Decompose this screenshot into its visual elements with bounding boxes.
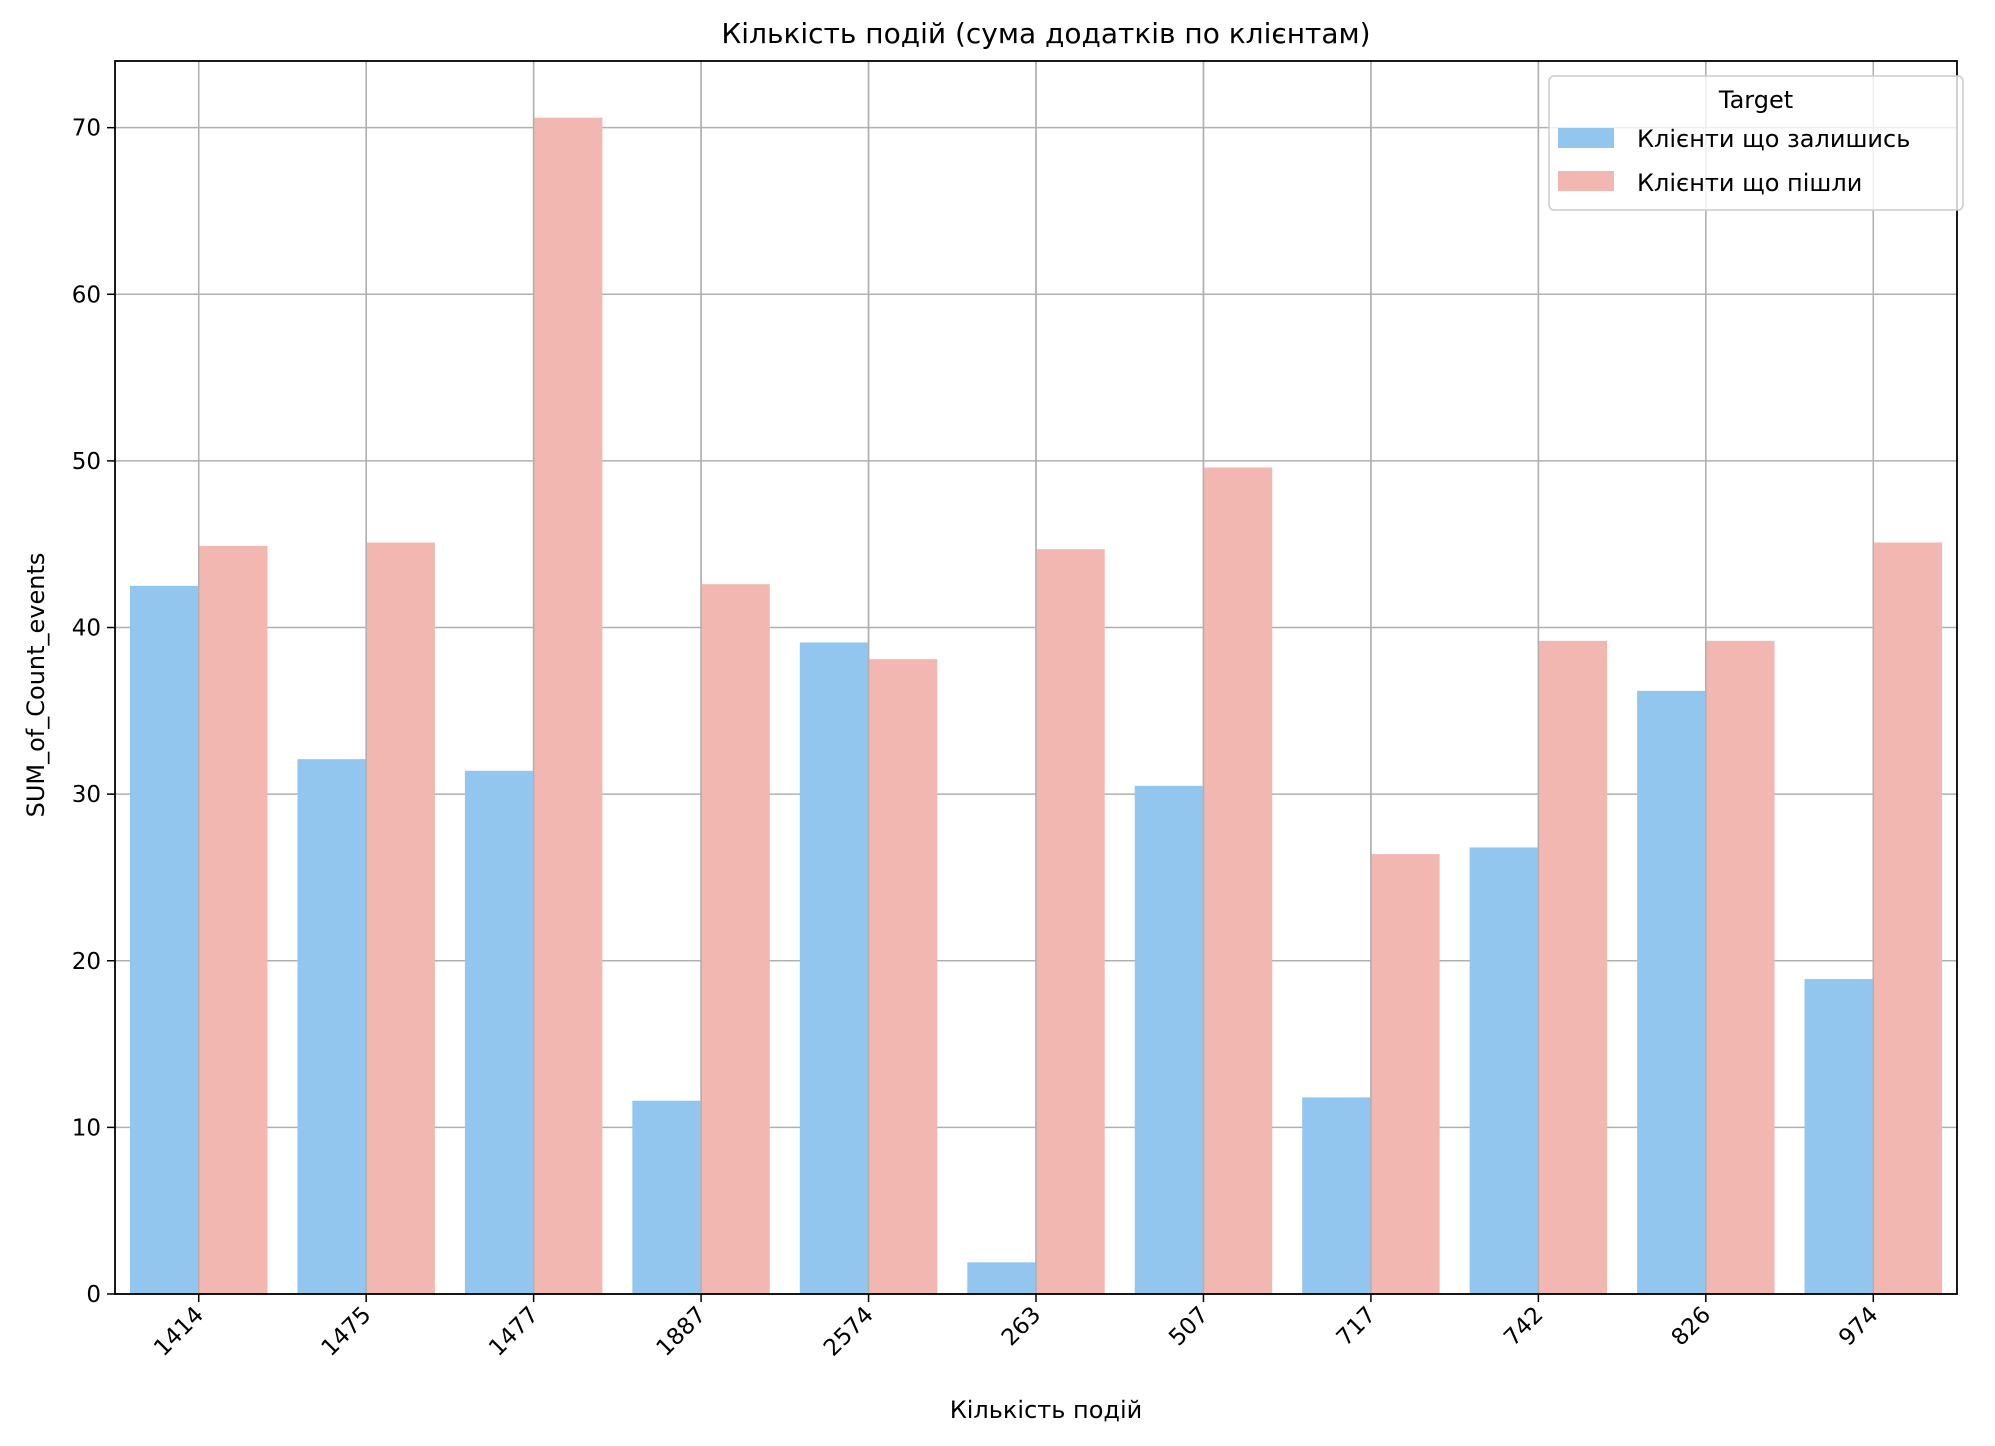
bar-kept-507 <box>1134 785 1204 1294</box>
legend-title: Target <box>1718 86 1793 114</box>
x-tick-label: 263 <box>997 1302 1046 1351</box>
bar-churned-826 <box>1705 640 1775 1294</box>
bar-kept-826 <box>1637 690 1706 1294</box>
x-tick-label: 507 <box>1164 1302 1213 1351</box>
bar-kept-1477 <box>464 770 534 1294</box>
bar-churned-1475 <box>366 542 435 1294</box>
bar-kept-717 <box>1302 1097 1371 1294</box>
bar-churned-742 <box>1538 640 1608 1294</box>
x-tick-label: 974 <box>1834 1302 1883 1351</box>
bar-churned-1414 <box>198 545 268 1294</box>
bar-churned-2574 <box>868 659 938 1294</box>
y-axis-label: SUM_of_Count_events <box>22 553 50 818</box>
y-tick-label: 40 <box>72 616 101 642</box>
y-tick-label: 60 <box>72 282 101 308</box>
legend-label-kept: Клієнти що залишись <box>1637 125 1910 153</box>
bar-churned-974 <box>1873 542 1942 1294</box>
legend-frame <box>1548 75 1964 211</box>
x-tick-label: 742 <box>1499 1302 1548 1351</box>
y-tick-label: 10 <box>72 1115 101 1141</box>
bar-churned-263 <box>1036 549 1105 1294</box>
x-tick-label: 1414 <box>149 1302 209 1362</box>
x-tick-label: 1887 <box>652 1302 712 1362</box>
x-tick-label: 1475 <box>317 1302 377 1362</box>
y-tick-label: 20 <box>72 949 101 975</box>
bar-churned-1887 <box>701 584 770 1294</box>
x-tick-label: 1477 <box>484 1302 544 1362</box>
x-tick-label: 826 <box>1667 1302 1716 1351</box>
x-axis-label: Кількість подій <box>950 1396 1143 1424</box>
y-tick-label: 50 <box>72 449 101 475</box>
legend-swatch-churned <box>1558 171 1614 191</box>
bar-kept-2574 <box>799 642 869 1294</box>
bar-kept-1414 <box>130 585 199 1294</box>
legend-label-churned: Клієнти що пішли <box>1637 169 1862 197</box>
bar-churned-507 <box>1203 467 1273 1294</box>
bar-churned-1477 <box>533 117 603 1294</box>
bar-kept-742 <box>1469 847 1539 1294</box>
bar-kept-263 <box>967 1262 1036 1294</box>
legend: Target Клієнти що залишись Клієнти що пі… <box>1548 75 1964 211</box>
bar-kept-1475 <box>297 759 367 1294</box>
legend-swatch-kept <box>1558 128 1614 148</box>
x-tick-label: 717 <box>1332 1302 1381 1351</box>
bar-kept-974 <box>1804 979 1874 1294</box>
chart-title: Кількість подій (сума додатків по клієнт… <box>721 17 1370 50</box>
bars <box>130 61 1942 1294</box>
bar-churned-717 <box>1370 854 1440 1294</box>
y-tick-label: 30 <box>72 782 101 808</box>
x-tick-label: 2574 <box>819 1302 879 1362</box>
y-tick-label: 70 <box>72 116 101 142</box>
bar-kept-1887 <box>632 1100 702 1294</box>
y-tick-label: 0 <box>86 1282 101 1308</box>
